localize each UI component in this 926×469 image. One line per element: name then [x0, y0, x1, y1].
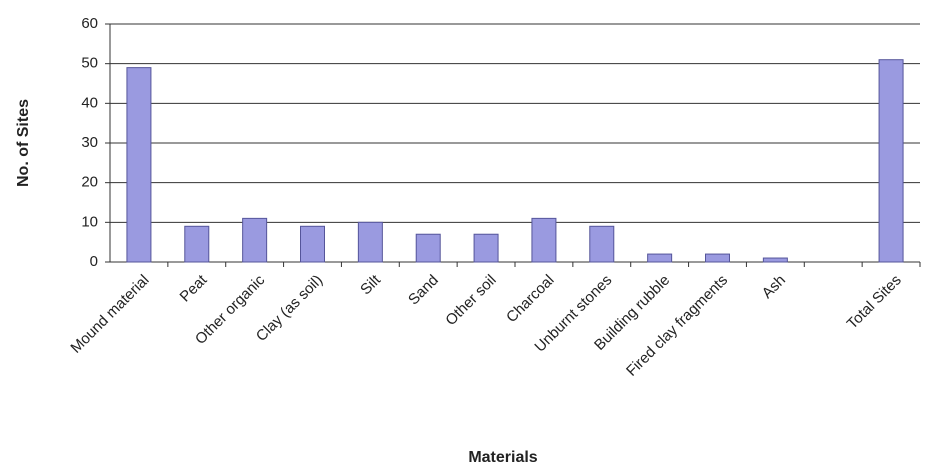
x-tick-label: Sand — [405, 272, 442, 309]
bar — [531, 217, 557, 263]
y-tick-label: 60 — [81, 15, 98, 32]
x-axis-label: Materials — [468, 449, 537, 466]
y-tick-label: 10 — [81, 213, 98, 230]
x-tick-label: Peat — [177, 271, 211, 305]
x-tick-label: Fired clay fragments — [623, 272, 731, 380]
bar — [242, 217, 268, 263]
y-tick-label: 20 — [81, 174, 98, 191]
y-axis-label: No. of Sites — [15, 99, 32, 187]
x-tick-label: Total Sites — [844, 272, 905, 333]
bar — [415, 233, 441, 263]
bar — [184, 225, 210, 263]
y-tick-label: 40 — [81, 94, 98, 111]
x-tick-label: Mound material — [67, 272, 152, 357]
y-tick-label: 30 — [81, 134, 98, 151]
bar — [357, 221, 383, 263]
y-tick-label: 50 — [81, 55, 98, 72]
x-tick-label: Charcoal — [503, 272, 557, 326]
bar — [589, 225, 615, 263]
bar — [647, 253, 673, 263]
x-tick-label: Ash — [759, 272, 789, 302]
bar — [762, 257, 788, 263]
x-tick-label: Other soil — [442, 272, 499, 329]
bar — [300, 225, 325, 263]
y-tick-label: 0 — [90, 253, 98, 270]
bar — [473, 233, 499, 263]
bar — [705, 253, 730, 263]
x-tick-label: Silt — [357, 271, 384, 298]
bar — [126, 67, 152, 263]
bar — [878, 59, 904, 263]
